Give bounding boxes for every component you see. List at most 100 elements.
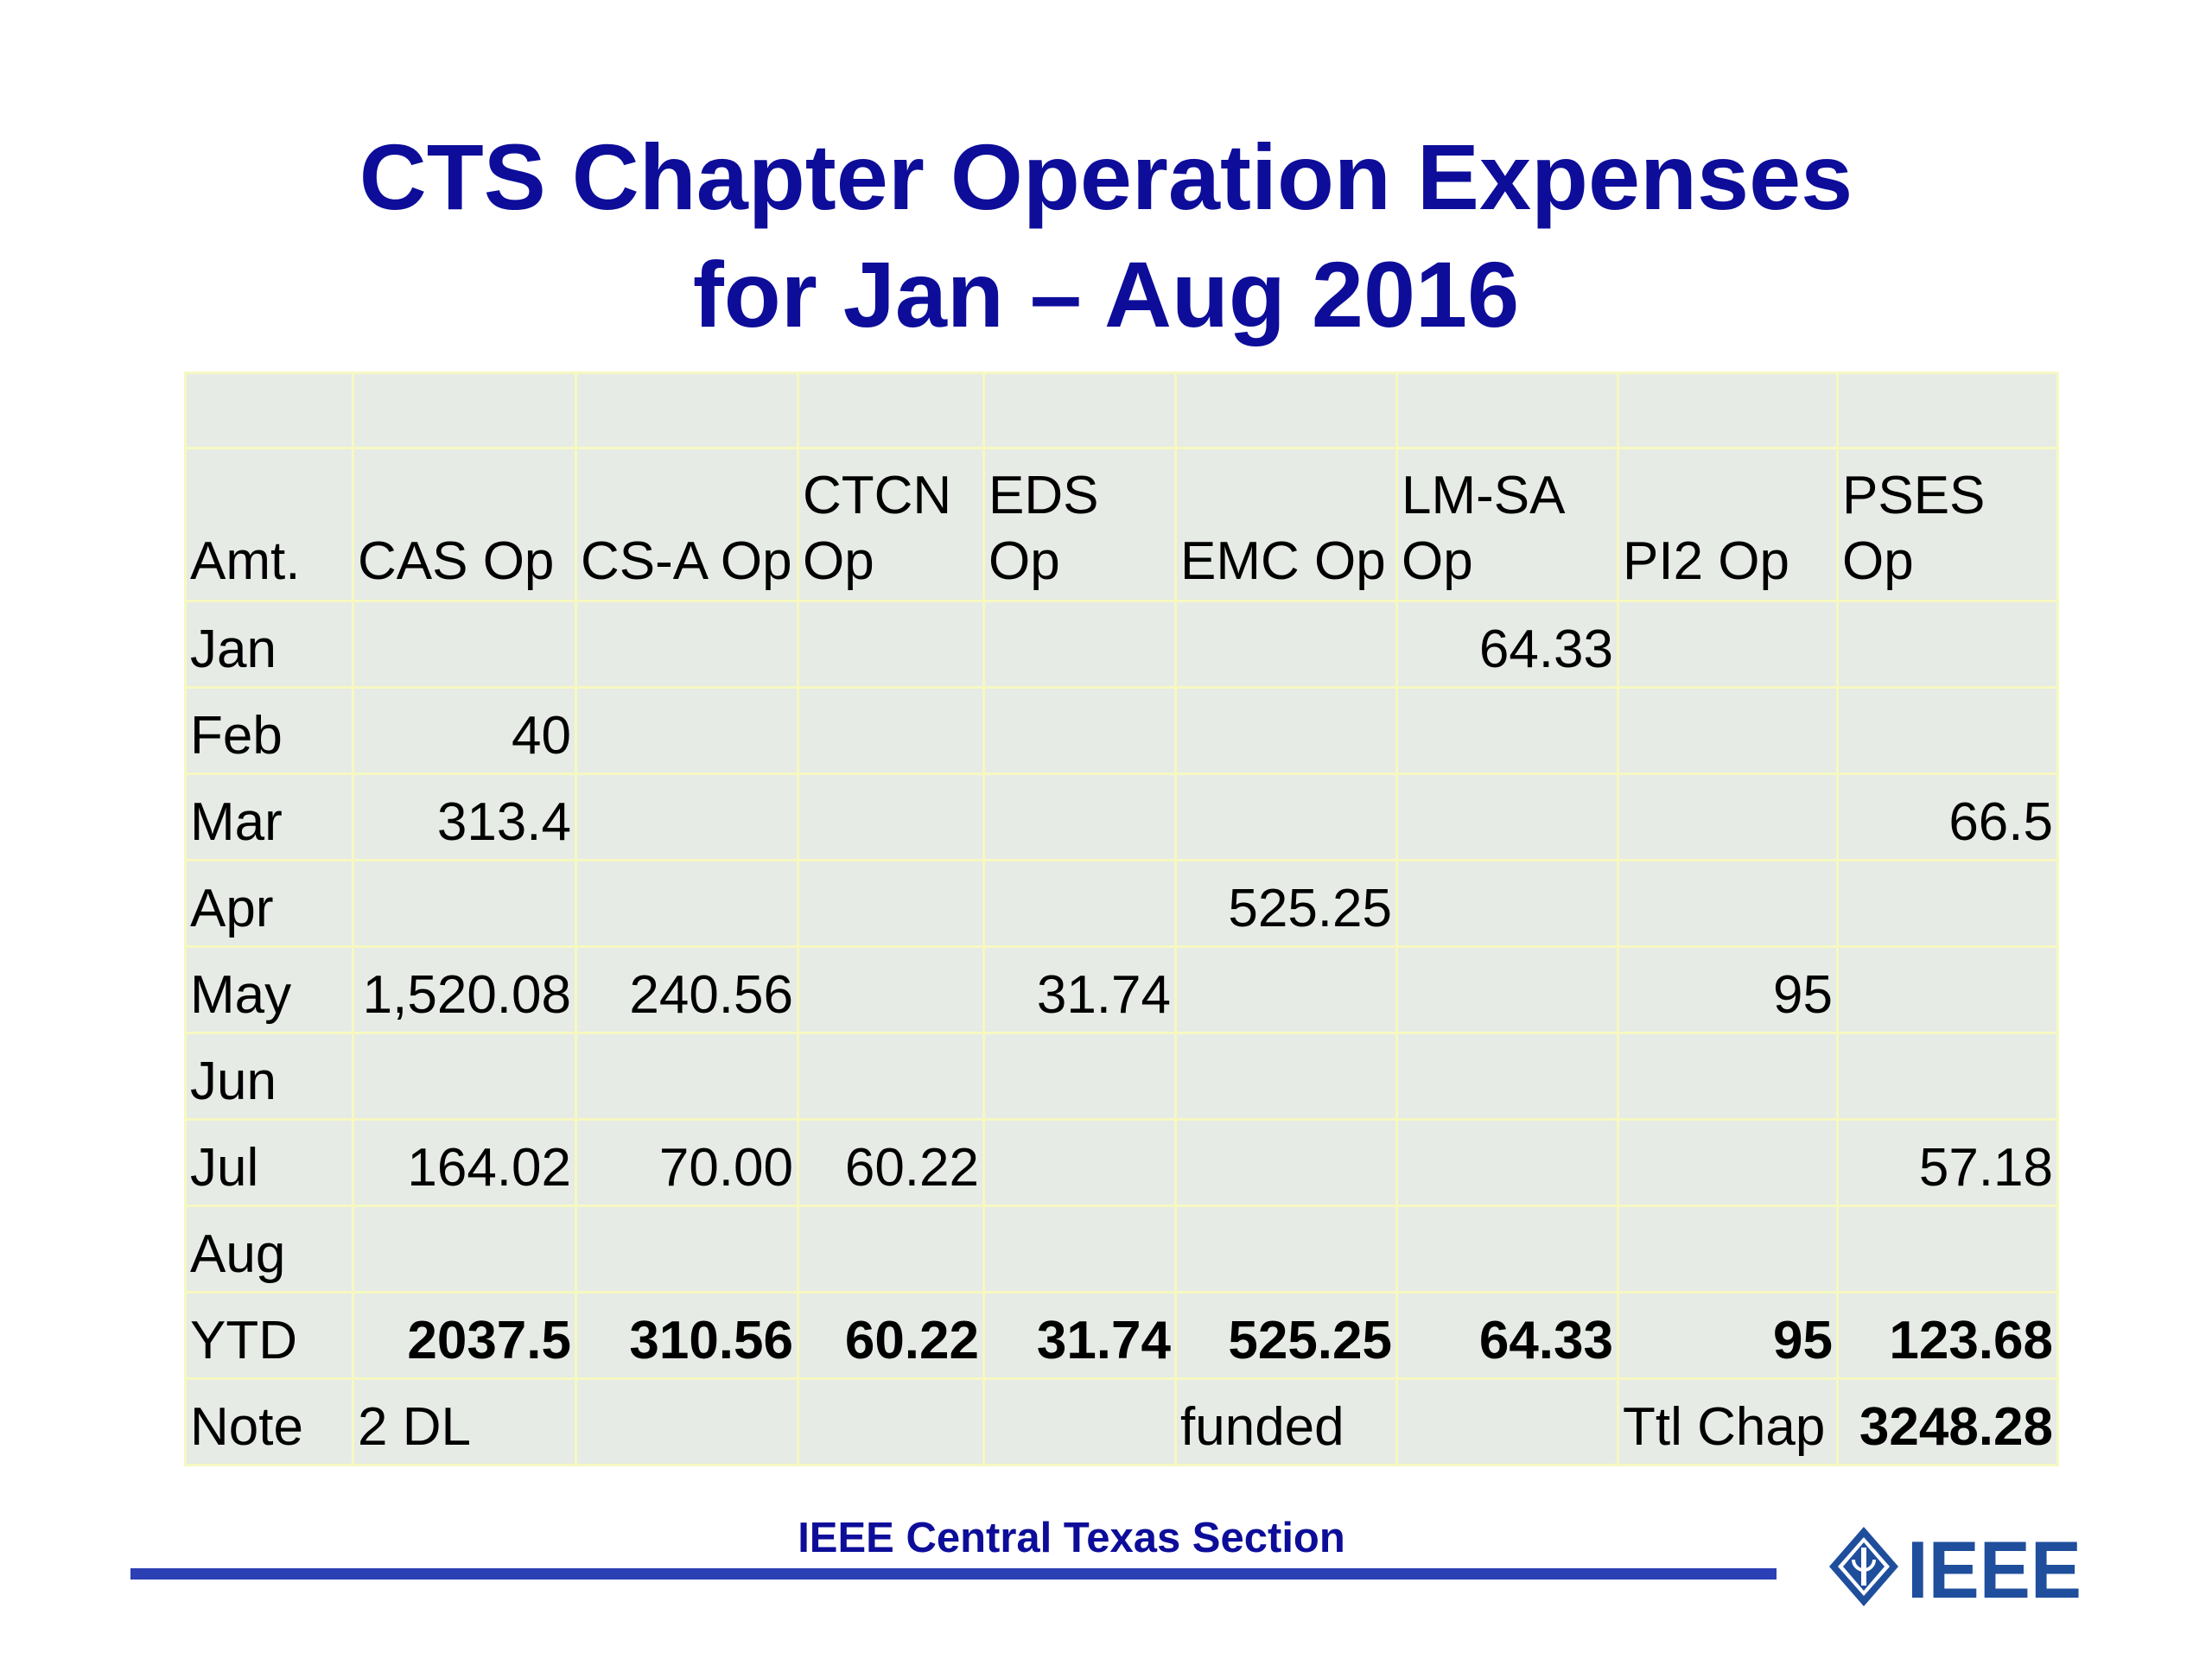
row-label: May <box>184 945 354 1034</box>
table-cell <box>982 1118 1177 1207</box>
table-cell: 31.74 <box>982 945 1177 1034</box>
table-cell <box>575 859 799 948</box>
table-cell: 95 <box>1617 945 1839 1034</box>
table-cell <box>982 1032 1177 1121</box>
table-cell: Ttl Chap <box>1617 1377 1839 1466</box>
table-cell <box>982 772 1177 861</box>
table-cell <box>1395 945 1619 1034</box>
table-row: Aug <box>184 1205 2059 1294</box>
footer-section-name: IEEE Central Texas Section <box>798 1515 1345 1561</box>
ieee-logo: IEEE <box>1829 1525 2082 1608</box>
blank-cell <box>1395 372 1619 449</box>
table-cell <box>982 600 1177 689</box>
row-label: YTD <box>184 1291 354 1380</box>
table-cell: 123.68 <box>1836 1291 2059 1380</box>
page-title: CTS Chapter Operation Expenses for Jan –… <box>0 118 2212 353</box>
title-line-1: CTS Chapter Operation Expenses <box>359 124 1853 229</box>
table-cell: 57.18 <box>1836 1118 2059 1207</box>
row-label: Jul <box>184 1118 354 1207</box>
table-cell <box>1174 600 1398 689</box>
row-label: Feb <box>184 686 354 775</box>
table-cell: 240.56 <box>575 945 799 1034</box>
table-cell <box>352 859 577 948</box>
table-row: May 1,520.08 240.56 31.74 95 <box>184 945 2059 1034</box>
row-label: Jun <box>184 1032 354 1121</box>
blank-cell <box>184 372 354 449</box>
table-cell: 2 DL <box>352 1377 577 1466</box>
blank-cell <box>1836 372 2059 449</box>
header-row: Amt. CAS Op CS-A Op CTCN Op EDS Op EMC Op LM-S… <box>184 447 2059 602</box>
column-header: EMC Op <box>1174 447 1398 602</box>
row-label: Apr <box>184 859 354 948</box>
table-row: Jun <box>184 1032 2059 1121</box>
table-cell <box>575 1377 799 1466</box>
table-cell <box>797 945 985 1034</box>
expenses-table: Amt. CAS Op CS-A Op CTCN Op EDS Op EMC Op LM-S… <box>184 372 2059 1466</box>
table-row: Jul 164.02 70.00 60.22 57.18 <box>184 1118 2059 1207</box>
table-cell: funded <box>1174 1377 1398 1466</box>
row-label: Aug <box>184 1205 354 1294</box>
table-row: YTD 2037.5 310.56 60.22 31.74 525.25 64.33 95 12… <box>184 1291 2059 1380</box>
logo-wordmark: IEEE <box>1907 1525 2082 1608</box>
row-label: Jan <box>184 600 354 689</box>
table-cell <box>1836 945 2059 1034</box>
table-cell <box>1395 1205 1619 1294</box>
blank-row <box>184 372 2059 449</box>
blank-cell <box>352 372 577 449</box>
footer-divider <box>130 1568 1777 1580</box>
blank-cell <box>1174 372 1398 449</box>
table-cell <box>797 859 985 948</box>
column-header: LM-SA Op <box>1395 447 1619 602</box>
table-cell: 525.25 <box>1174 859 1398 948</box>
table-row: Jan 64.33 <box>184 600 2059 689</box>
table-cell <box>1174 772 1398 861</box>
table-cell <box>1836 859 2059 948</box>
table-cell <box>575 772 799 861</box>
table-row: Apr 525.25 <box>184 859 2059 948</box>
table-cell <box>982 686 1177 775</box>
table-cell <box>1836 1205 2059 1294</box>
table-cell <box>1617 600 1839 689</box>
blank-cell <box>1617 372 1839 449</box>
title-line-2: for Jan – Aug 2016 <box>692 242 1520 346</box>
table-cell <box>575 1032 799 1121</box>
table-cell: 70.00 <box>575 1118 799 1207</box>
blank-cell <box>982 372 1177 449</box>
table-cell <box>797 1377 985 1466</box>
table-row: Note 2 DL funded Ttl Chap 3248.28 <box>184 1377 2059 1466</box>
table-cell <box>352 1032 577 1121</box>
table-cell <box>1395 1118 1619 1207</box>
table-cell: 60.22 <box>797 1291 985 1380</box>
table-cell: 64.33 <box>1395 600 1619 689</box>
table-cell: 525.25 <box>1174 1291 1398 1380</box>
table-cell <box>1617 772 1839 861</box>
table-cell: 3248.28 <box>1836 1377 2059 1466</box>
table-row: Mar 313.4 66.5 <box>184 772 2059 861</box>
table-cell <box>1395 1377 1619 1466</box>
table-cell <box>352 600 577 689</box>
table-cell: 66.5 <box>1836 772 2059 861</box>
column-header: PSES Op <box>1836 447 2059 602</box>
column-header: CS-A Op <box>575 447 799 602</box>
table-cell <box>797 600 985 689</box>
table-cell: 64.33 <box>1395 1291 1619 1380</box>
table-cell <box>1174 1205 1398 1294</box>
table-cell <box>797 1032 985 1121</box>
table-cell <box>1836 1032 2059 1121</box>
blank-cell <box>575 372 799 449</box>
table-cell: 40 <box>352 686 577 775</box>
table-cell <box>1617 1032 1839 1121</box>
row-label: Note <box>184 1377 354 1466</box>
column-header: EDS Op <box>982 447 1177 602</box>
table-cell: 164.02 <box>352 1118 577 1207</box>
table-cell <box>575 1205 799 1294</box>
table-cell <box>982 1377 1177 1466</box>
table-cell <box>1617 1205 1839 1294</box>
table-cell <box>1174 686 1398 775</box>
table-cell <box>1836 600 2059 689</box>
table-cell <box>1836 686 2059 775</box>
table-cell <box>982 859 1177 948</box>
table-cell: 31.74 <box>982 1291 1177 1380</box>
table-cell <box>1617 686 1839 775</box>
table-cell: 95 <box>1617 1291 1839 1380</box>
